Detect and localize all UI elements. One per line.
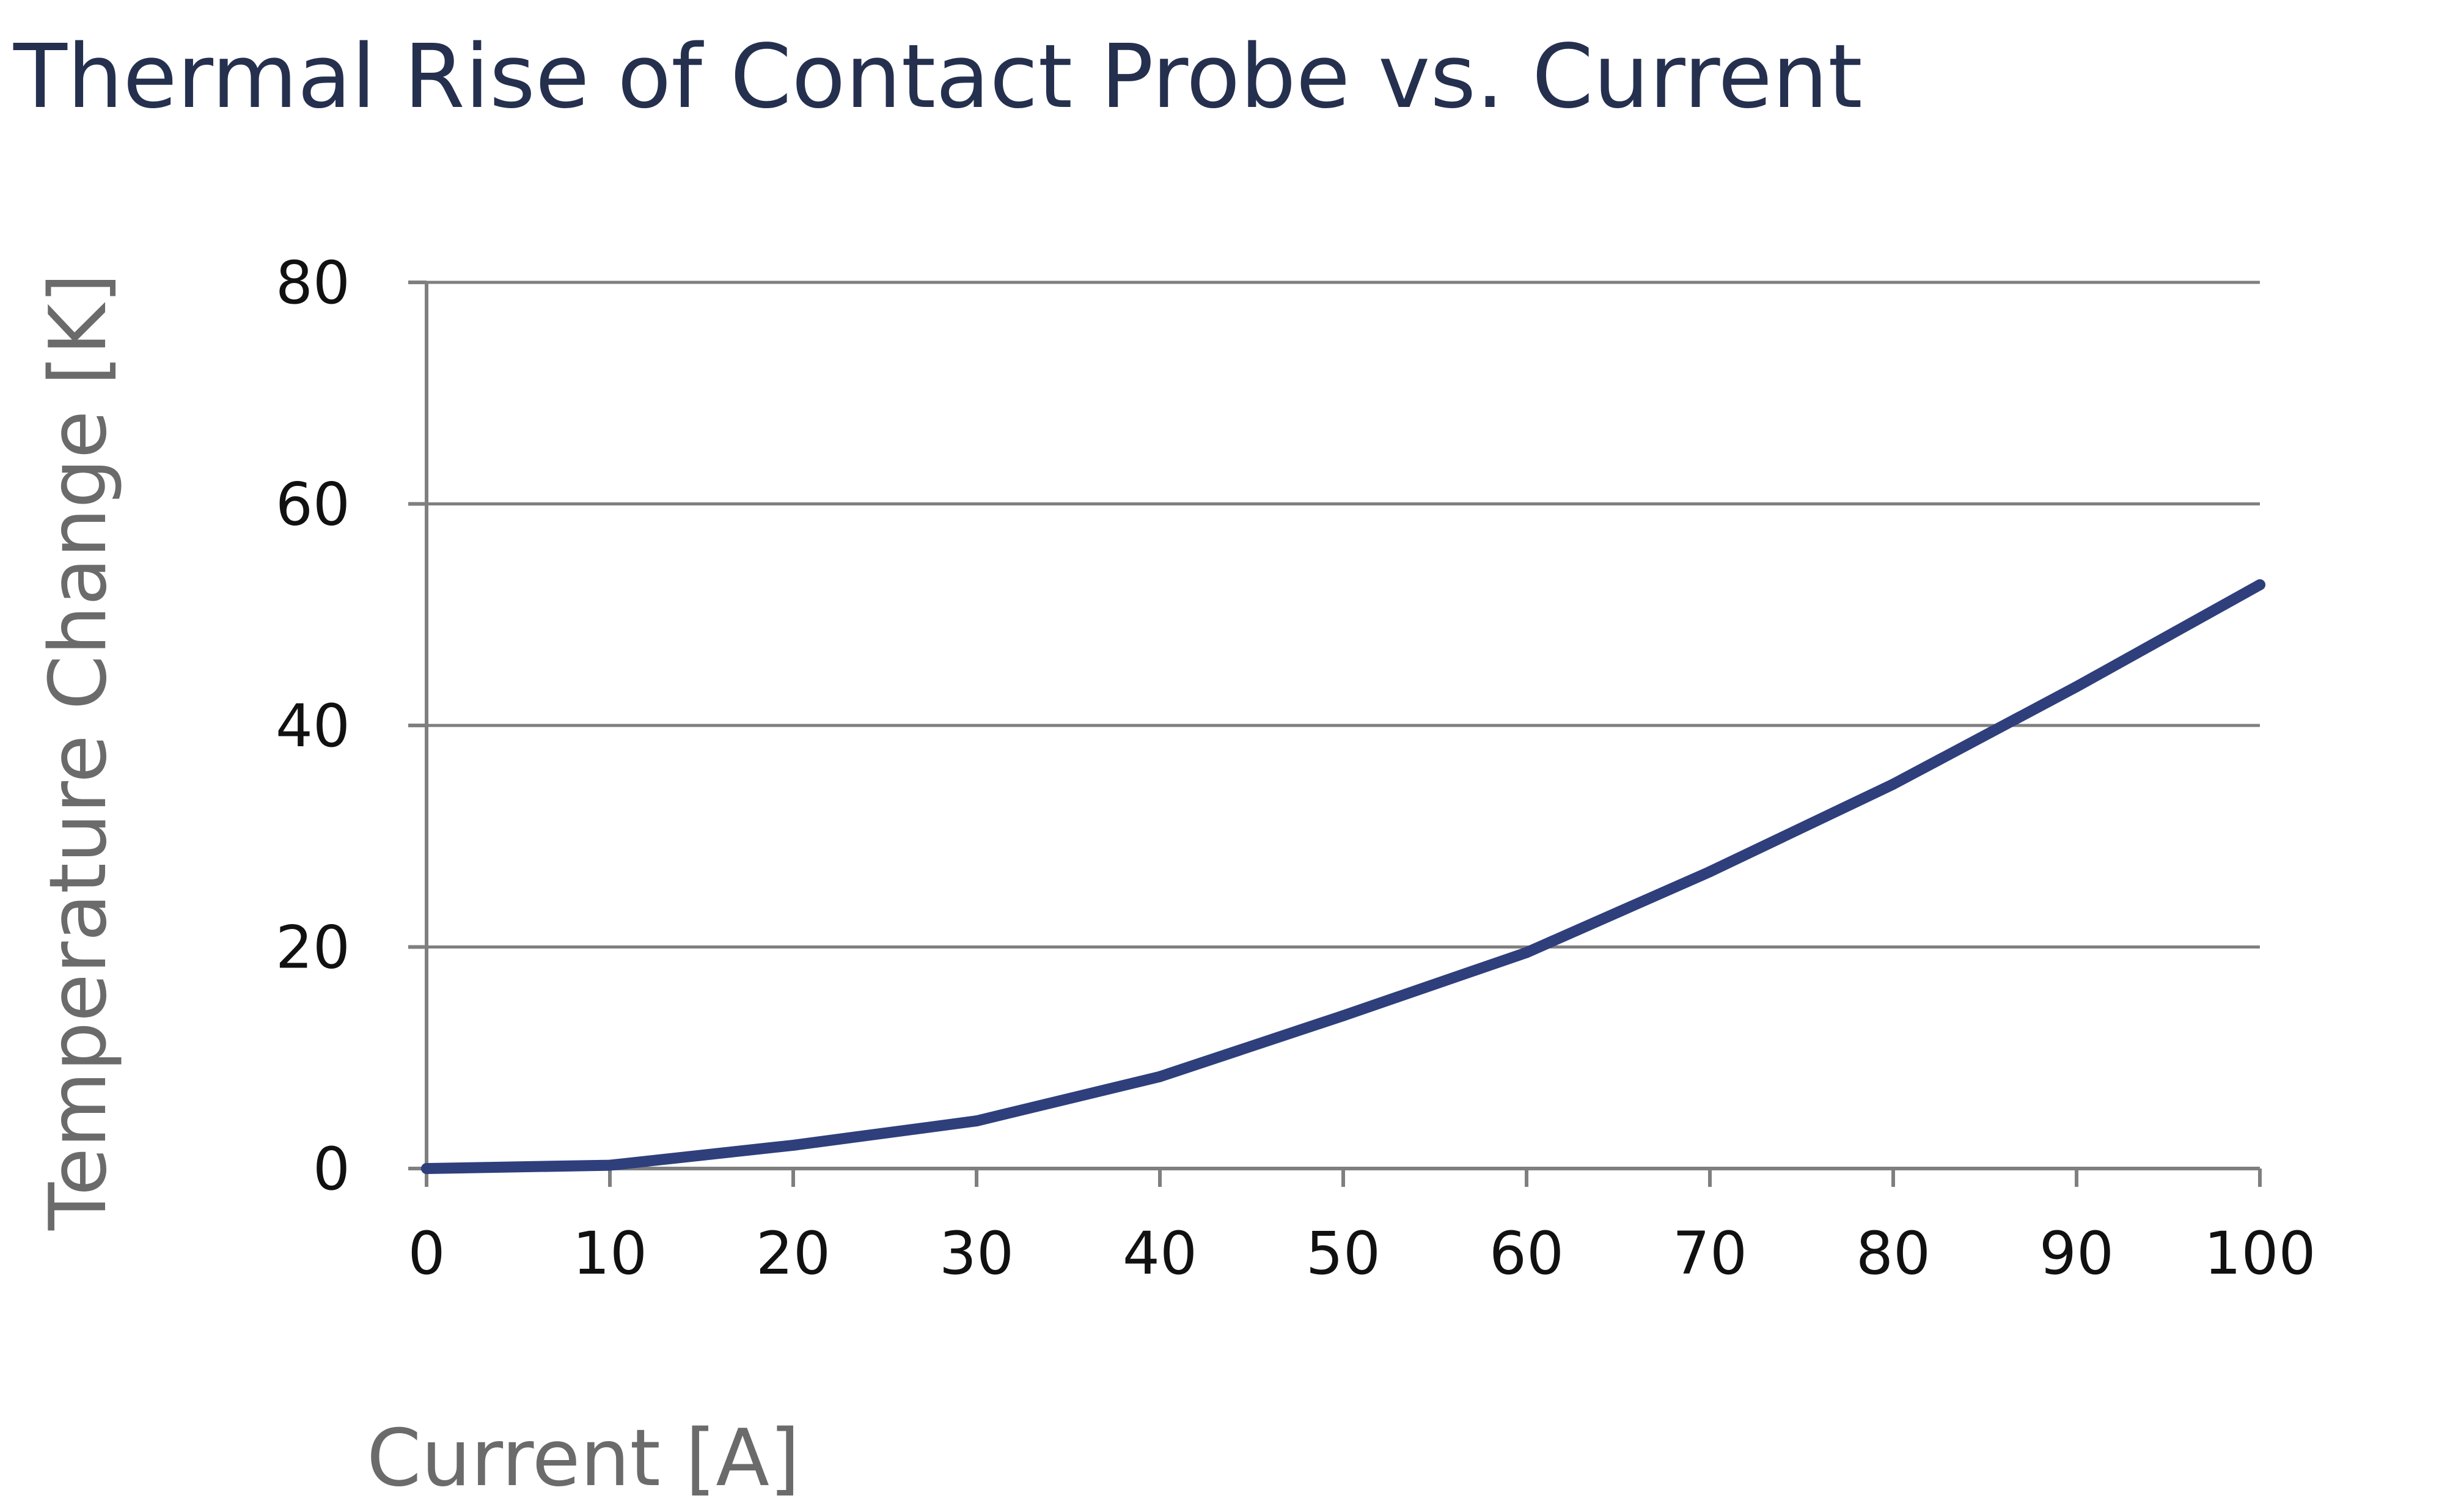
data-point [788, 1139, 799, 1151]
data-point [1704, 866, 1715, 878]
series-line [421, 579, 2265, 1174]
x-tick-label: 60 [1489, 1219, 1564, 1288]
data-point [604, 1159, 615, 1171]
data-point [971, 1115, 982, 1127]
y-tick-label: 60 [276, 471, 350, 539]
series-group [421, 579, 2265, 1174]
y-axis-title: Temperature Change [K] [33, 273, 124, 1231]
x-tick-label: 80 [1856, 1219, 1931, 1288]
data-point [1154, 1071, 1165, 1082]
x-tick-label: 20 [756, 1219, 831, 1288]
x-tick-label: 0 [408, 1219, 445, 1288]
data-point [1521, 947, 1532, 958]
data-point [2071, 681, 2082, 692]
y-tick-label: 80 [276, 249, 350, 317]
chart-title: Thermal Rise of Contact Probe vs. Curren… [13, 25, 1863, 128]
x-tick-label: 90 [2039, 1219, 2114, 1288]
x-tick-label: 10 [573, 1219, 647, 1288]
y-tick-label: 40 [276, 692, 350, 760]
y-axis-ticks: 0 20 40 60 80 [276, 249, 427, 1203]
x-tick-label: 40 [1123, 1219, 1197, 1288]
x-tick-label: 70 [1673, 1219, 1747, 1288]
x-axis-ticks: 0 10 20 30 40 50 60 70 80 90 100 [408, 1169, 2316, 1288]
x-tick-label: 100 [2204, 1219, 2316, 1288]
data-point [1338, 1010, 1349, 1021]
x-tick-label: 50 [1306, 1219, 1380, 1288]
gridlines [427, 281, 2260, 949]
data-point [421, 1163, 432, 1174]
y-tick-label: 0 [313, 1135, 350, 1203]
x-tick-label: 30 [939, 1219, 1014, 1288]
y-tick-label: 20 [276, 914, 350, 982]
data-point [1888, 779, 1899, 790]
data-point [2254, 579, 2265, 590]
x-axis-title: Current [A] [367, 1413, 800, 1504]
